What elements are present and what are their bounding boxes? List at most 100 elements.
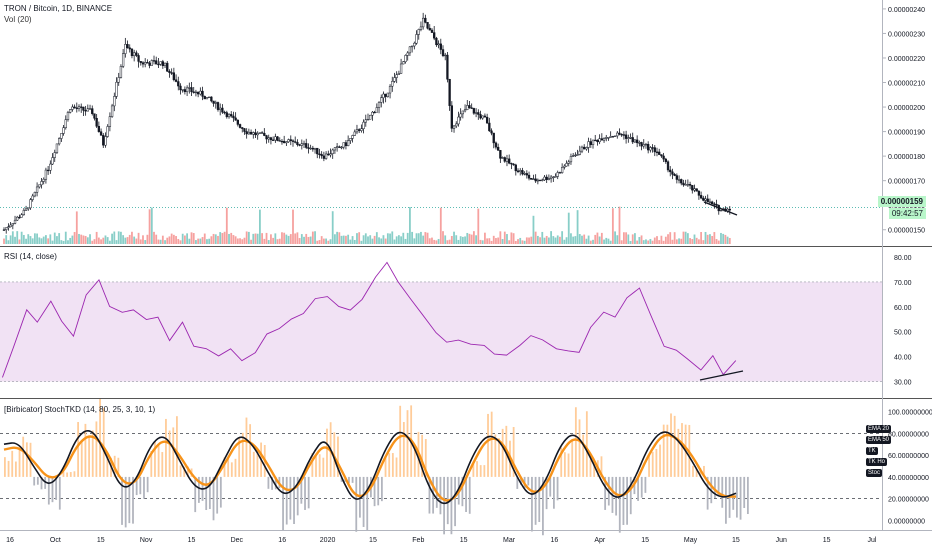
candle-body <box>644 143 648 146</box>
candle-body <box>155 60 158 65</box>
candle-body <box>428 27 431 31</box>
stoch-histogram-bar <box>662 424 665 477</box>
volume-bar <box>574 236 577 244</box>
volume-bar <box>267 240 270 244</box>
time-tick-label: Feb <box>412 537 424 544</box>
stoch-histogram-bar <box>717 476 720 497</box>
candle-body <box>324 153 328 159</box>
stoch-histogram-bar <box>355 476 358 532</box>
volume-bar <box>442 231 444 244</box>
volume-bar <box>272 237 275 244</box>
stoch-histogram-bar <box>622 476 625 525</box>
candle-body <box>22 210 26 215</box>
volume-bar <box>247 231 250 244</box>
candle-body <box>444 54 447 57</box>
candle-body <box>671 171 674 175</box>
stoch-histogram-bar <box>695 469 698 477</box>
candle-body <box>384 93 387 97</box>
stoch-histogram-bar <box>600 456 603 477</box>
stoch-histogram-bar <box>556 476 559 501</box>
candle-body <box>649 147 652 151</box>
candle-body <box>269 137 273 141</box>
candle-body <box>135 52 138 56</box>
stoch-histogram-bar <box>706 476 709 510</box>
volume-bar <box>33 233 36 244</box>
time-tick-label: 15 <box>823 537 831 544</box>
stoch-histogram-bar <box>626 476 628 525</box>
candle-body <box>402 61 405 65</box>
volume-bar <box>239 238 241 244</box>
volume-bar <box>69 237 72 244</box>
volume-bar <box>704 231 707 244</box>
candle-body <box>75 107 78 109</box>
candle-body <box>196 91 200 95</box>
candle-body <box>530 177 533 180</box>
stoch-histogram-bar <box>208 476 211 510</box>
candle-body <box>20 214 23 218</box>
stoch-histogram-bar <box>527 476 530 486</box>
candle-body <box>177 81 180 87</box>
stoch-histogram-bar <box>121 476 123 525</box>
candle-body <box>252 132 255 135</box>
stoch-histogram-bar <box>227 458 230 477</box>
volume-bar <box>296 232 299 244</box>
candle-body <box>88 108 92 110</box>
candle-body <box>419 26 423 30</box>
candle-body <box>404 55 407 63</box>
volume-bar <box>592 239 594 244</box>
candle-body <box>302 143 306 145</box>
volume-bar <box>342 235 345 244</box>
stoch-histogram-bar <box>176 416 178 477</box>
volume-bar <box>636 240 639 244</box>
candle-body <box>289 139 292 141</box>
candle-body <box>519 170 522 172</box>
volume-bar <box>525 237 528 244</box>
stoch-histogram-bar <box>534 476 537 525</box>
candle-body <box>185 87 189 93</box>
volume-bar <box>420 231 422 244</box>
candle-body <box>174 79 178 82</box>
rsi-tick-label: 40.00 <box>894 355 912 362</box>
volume-bar <box>581 235 583 244</box>
volume-bar <box>660 235 663 244</box>
volume-bar <box>164 240 166 244</box>
volume-bar <box>11 231 14 244</box>
volume-bar <box>40 238 43 244</box>
candle-body <box>265 135 268 140</box>
stoch-histogram-bar <box>450 476 453 535</box>
volume-bar <box>325 238 327 244</box>
candle-body <box>620 134 623 136</box>
candle-body <box>227 114 231 118</box>
candle-body <box>713 203 716 205</box>
volume-bar <box>111 233 113 244</box>
volume-bar <box>254 233 257 244</box>
volume-bar <box>241 239 244 244</box>
stoch-histogram-bar <box>736 476 738 518</box>
stoch-histogram-bar <box>22 436 25 477</box>
volume-bar <box>199 238 202 244</box>
candle-body <box>294 141 297 143</box>
volume-bar <box>84 235 87 244</box>
volume-bar <box>497 237 500 244</box>
volume-bar <box>115 240 118 244</box>
volume-bar <box>713 232 716 244</box>
volume-bar <box>126 237 129 244</box>
candle-body <box>203 96 206 100</box>
volume-bar <box>638 237 641 244</box>
stoch-histogram-bar <box>703 465 705 477</box>
candle-body <box>188 87 191 89</box>
stoch-histogram-bar <box>234 458 237 477</box>
candle-body <box>534 178 537 182</box>
volume-bar <box>691 239 694 244</box>
stoch-tooltip-item: EMA 20 <box>866 425 892 433</box>
volume-bar <box>667 234 669 244</box>
stoch-histogram-bar <box>340 476 343 482</box>
volume-bar <box>455 235 458 244</box>
stoch-histogram-bar <box>563 452 566 477</box>
candle-body <box>516 170 520 172</box>
volume-bar <box>662 240 665 244</box>
candle-body <box>46 169 50 172</box>
candle-body <box>124 44 127 54</box>
volume-bar <box>208 238 211 244</box>
